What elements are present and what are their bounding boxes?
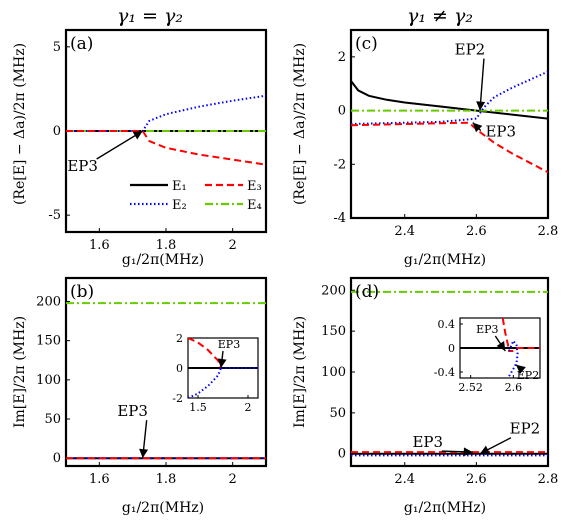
- panel-d-inset-arrow-0-head: [496, 341, 506, 351]
- panel-c-frame: [349, 28, 550, 220]
- panel-c-annotation-ep2: EP2: [455, 41, 486, 59]
- panel-b-inset-series-line: [188, 338, 222, 369]
- panel-a-arrow-0-head: [132, 131, 143, 140]
- panel-c-arrow-1-head: [472, 122, 483, 133]
- panel-d-inset-annotation-ep2: EP2: [517, 369, 539, 382]
- xlabel-a: g₁/2π(MHz): [122, 252, 204, 268]
- panel-d-ytick-label: 0: [338, 447, 346, 462]
- panel-c-ytick-label: -4: [333, 211, 346, 226]
- panel-b-frame: [64, 276, 268, 468]
- panel-b-xtick-label: 1.8: [156, 472, 177, 487]
- panel-b-annotation-ep3: EP3: [117, 402, 148, 420]
- panel-b-inset-ytick-label: 0: [176, 362, 183, 375]
- panel-d-inset-annotation-ep3: EP3: [476, 323, 498, 336]
- panel-c-xtick-label: 2.6: [466, 224, 487, 239]
- panel-b-xtick-label: 2: [229, 472, 237, 487]
- panel-b-inset-ytick-label: -2: [172, 392, 183, 405]
- panel-d-inset-ytick-label: 0.4: [438, 318, 456, 331]
- panel-b-ytick-label: 150: [36, 334, 61, 349]
- panel-b-inset-ytick-label: 2: [176, 332, 183, 345]
- panel-d-inset-xtick-label: 2.6: [505, 381, 523, 394]
- panel-d-inset-ytick-label: -0.4: [434, 366, 455, 379]
- title-right: γ₁ ≠ γ₂: [407, 5, 473, 27]
- panel-c-ytick-label: 0: [338, 104, 346, 119]
- panel-a-letter: (a): [70, 34, 93, 54]
- panel-d-xtick-label: 2.4: [394, 472, 415, 487]
- panel-b-letter: (b): [70, 282, 94, 302]
- title-left: γ₁ = γ₂: [117, 5, 183, 27]
- panel-c-xtick-label: 2.8: [538, 224, 559, 239]
- panel-c: 2.4 2.6 2.8 -4 -2 0 2 (c) EP2 EP3: [333, 28, 559, 239]
- ylabel-a: (Re[E] − Δa)/2π (MHz): [12, 43, 28, 205]
- legend-label: E₁: [172, 179, 187, 194]
- panel-d-xtick-label: 2.8: [538, 472, 559, 487]
- panel-d-arrow-1-head: [479, 445, 491, 454]
- panel-a-ytick-label: -5: [48, 208, 61, 223]
- legend-label: E₄: [247, 198, 262, 213]
- panel-b-arrow-0-head: [139, 448, 149, 459]
- panel-d-inset-xtick-label: 2.52: [458, 381, 483, 394]
- panel-d-ytick-label: 200: [321, 283, 346, 298]
- panel-a-xtick-label: 1.6: [89, 238, 110, 253]
- panel-c-series-line: [351, 80, 548, 120]
- panel-d-inset-arrow-1-head: [516, 364, 526, 375]
- panel-c-ytick-label: -2: [333, 157, 346, 172]
- panel-b-inset-series-line: [188, 367, 222, 398]
- panel-d-ytick-label: 50: [329, 406, 346, 421]
- panel-b-ytick-label: 100: [36, 373, 61, 388]
- panel-d: 2.4 2.6 2.8 0 50 100 150 200 (d) EP3 EP2 2.52 2.6 -0.…: [321, 276, 559, 487]
- panel-d-inset-series-line: [501, 318, 514, 352]
- ylabel-d: Im[E]/2π (MHz): [292, 316, 308, 428]
- panel-b-ytick-label: 50: [44, 412, 61, 427]
- panel-d-annotation-ep2: EP2: [510, 420, 541, 438]
- panel-d-inset-series-line: [507, 338, 519, 378]
- panel-b-ytick-label: 200: [36, 295, 61, 310]
- panel-a-xtick-label: 1.8: [156, 238, 177, 253]
- ylabel-c: (Re[E] − Δa)/2π (MHz): [292, 43, 308, 205]
- xlabel-b: g₁/2π(MHz): [122, 500, 204, 516]
- panel-b-inset-annotation-ep3: EP3: [218, 338, 240, 351]
- panel-b: 1.6 1.8 2 0 50 100 150 200 (b) EP3 1.5 2 -2 0 2 EP3: [36, 276, 268, 487]
- panel-d-inset: 2.52 2.6 -0.4 0 0.4 EP3 EP2: [434, 317, 541, 394]
- panel-b-ytick-label: 0: [53, 451, 61, 466]
- panel-b-inset-xtick-label: 2: [245, 401, 252, 414]
- legend-label: E₂: [172, 198, 187, 213]
- panel-a-series-line: [66, 94, 266, 132]
- xlabel-d: g₁/2π(MHz): [404, 500, 486, 516]
- panel-d-annotation-ep3: EP3: [412, 433, 443, 451]
- panel-d-inset-ytick-label: 0: [448, 342, 455, 355]
- panel-a-annotation-ep3: EP3: [67, 157, 98, 175]
- panel-d-letter: (d): [355, 282, 379, 302]
- panel-a-ytick-label: 0: [53, 124, 61, 139]
- legend: E₁ E₃ E₂ E₄: [130, 179, 262, 213]
- xlabel-c: g₁/2π(MHz): [404, 252, 486, 268]
- panel-c-annotation-ep3: EP3: [485, 123, 516, 141]
- panel-c-series-line: [351, 121, 548, 174]
- panel-d-ytick-label: 150: [321, 324, 346, 339]
- panel-c-letter: (c): [355, 34, 378, 54]
- panel-a-xtick-label: 2: [229, 238, 237, 253]
- panel-c-xtick-label: 2.4: [394, 224, 415, 239]
- panel-d-ytick-label: 100: [321, 365, 346, 380]
- panel-d-xtick-label: 2.6: [466, 472, 487, 487]
- panel-a: 1.6 1.8 2 -5 0 5 (a) EP3: [48, 28, 268, 253]
- panel-c-ytick-label: 2: [338, 50, 346, 65]
- panel-b-xtick-label: 1.6: [89, 472, 110, 487]
- legend-label: E₃: [247, 179, 262, 194]
- panel-b-inset-xtick-label: 1.5: [189, 401, 207, 414]
- ylabel-b: Im[E]/2π (MHz): [12, 316, 28, 428]
- panel-c-arrow-0-head: [476, 101, 486, 111]
- panel-d-arrow-0-head: [463, 447, 473, 457]
- panel-b-inset: 1.5 2 -2 0 2 EP3: [172, 332, 259, 414]
- panel-b-inset-arrow-0-head: [217, 358, 227, 368]
- panel-a-ytick-label: 5: [53, 40, 61, 55]
